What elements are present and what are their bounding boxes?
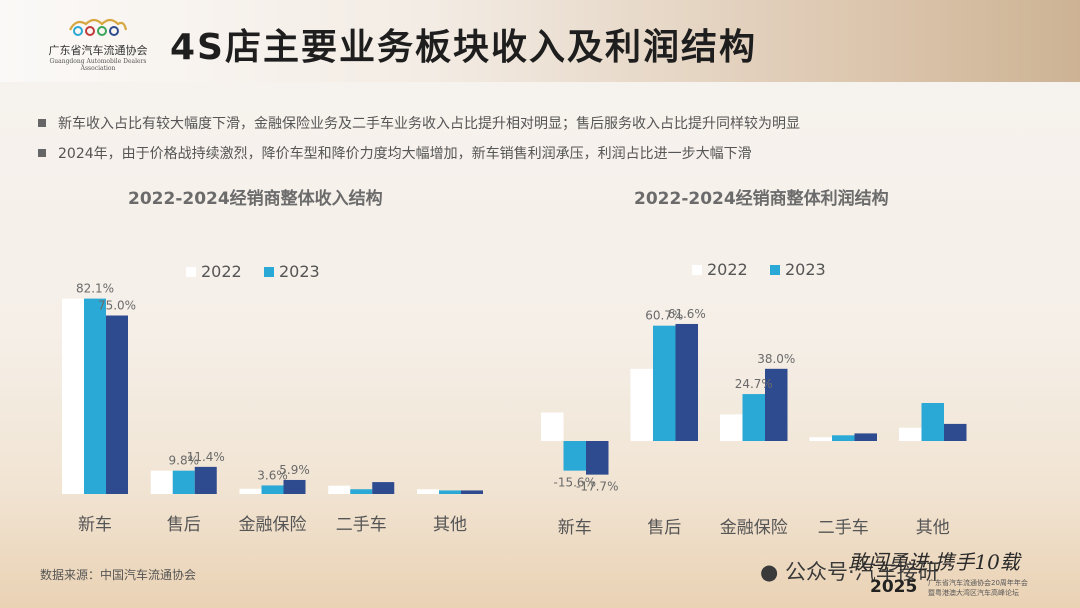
bar-2022-1 — [630, 368, 653, 441]
data-label: 3.6% — [257, 468, 288, 482]
bar-2022-4 — [417, 489, 439, 494]
data-label: 60.7% — [645, 309, 683, 323]
bullet-list: 新车收入占比有较大幅度下滑，金融保险业务及二手车业务收入占比提升相对明显；售后服… — [38, 108, 800, 168]
event-line-1: 广东省汽车流通协会20周年年会 — [928, 579, 1028, 587]
bar-2024-4 — [461, 490, 483, 494]
profit-chart-title: 2022-2024经销商整体利润结构 — [634, 189, 889, 209]
bar-2024-1 — [675, 323, 698, 441]
event-year: 2025 — [870, 577, 918, 597]
data-label: 38.0% — [757, 352, 795, 366]
data-label: 61.6% — [668, 307, 706, 321]
profit-chart: 新车 售后 金融保险 二手车 其他 -15.6%-17.7% 60.7%61.6% 24.7%… — [541, 260, 967, 538]
category-label: 售后 — [647, 518, 681, 538]
bar-2024-0 — [586, 441, 609, 475]
category-label: 二手车 — [336, 515, 387, 535]
bar-2022-3 — [809, 437, 832, 441]
category-label: 其他 — [433, 515, 467, 535]
wechat-icon: ● — [760, 560, 779, 584]
data-label: 5.9% — [279, 463, 310, 477]
bullet-text: 2024年，由于价格战持续激烈，降价车型和降价力度均大幅增加，新车销售利润承压，… — [58, 146, 752, 162]
bar-2023-0 — [84, 298, 106, 494]
revenue-chart-title: 2022-2024经销商整体收入结构 — [128, 189, 383, 209]
legend-label: 2023 — [785, 260, 826, 279]
legend-swatch — [264, 267, 274, 277]
legend-swatch — [692, 265, 702, 275]
logo-emblem-icon — [69, 18, 128, 36]
logo-chinese-name: 广东省汽车流通协会 — [48, 44, 148, 57]
bar-2023-3 — [350, 489, 373, 494]
bullet-text: 新车收入占比有较大幅度下滑，金融保险业务及二手车业务收入占比提升相对明显；售后服… — [58, 116, 800, 132]
category-label: 二手车 — [818, 518, 869, 538]
data-label: -17.7% — [576, 480, 618, 494]
bar-2024-2 — [765, 368, 788, 441]
category-label: 金融保险 — [720, 518, 788, 538]
data-source: 数据来源：中国汽车流通协会 — [40, 568, 197, 582]
page-title: 4S店主要业务板块收入及利润结构 — [170, 27, 757, 68]
bullet-item: 新车收入占比有较大幅度下滑，金融保险业务及二手车业务收入占比提升相对明显；售后服… — [38, 108, 800, 138]
wechat-name: 公众号·汽车接研 — [785, 560, 939, 584]
legend-swatch — [186, 267, 196, 277]
bar-2023-1 — [653, 325, 676, 441]
bar-2023-2 — [261, 485, 284, 494]
bar-2023-1 — [172, 470, 195, 494]
category-label: 金融保险 — [239, 515, 307, 535]
bar-2023-3 — [832, 435, 855, 441]
category-label: 售后 — [167, 515, 201, 535]
bar-2022-3 — [328, 485, 351, 494]
data-label: 82.1% — [76, 282, 114, 296]
data-label: 75.0% — [98, 299, 136, 313]
bar-2024-0 — [106, 315, 128, 494]
bar-2022-2 — [720, 414, 743, 441]
bar-2023-4 — [439, 490, 461, 494]
bar-2023-0 — [563, 441, 586, 471]
bullet-square-icon — [38, 119, 46, 127]
wechat-account: ● 公众号·汽车接研 — [760, 556, 939, 586]
bar-2022-2 — [239, 488, 262, 494]
bullet-square-icon — [38, 149, 46, 157]
bar-2023-2 — [742, 394, 765, 441]
bar-2024-4 — [944, 423, 967, 441]
data-label: 9.8% — [169, 454, 200, 468]
data-label: 11.4% — [187, 450, 225, 464]
bar-2022-0 — [541, 412, 564, 441]
bar-2023-4 — [921, 403, 944, 441]
category-label: 新车 — [78, 515, 112, 535]
bar-2022-0 — [62, 298, 84, 494]
data-label: -15.6% — [554, 476, 596, 490]
category-label: 其他 — [916, 518, 950, 538]
event-line-2: 暨粤港澳大湾区汽车高峰论坛 — [928, 589, 1019, 597]
legend-label: 2023 — [279, 262, 320, 281]
bullet-item: 2024年，由于价格战持续激烈，降价车型和降价力度均大幅增加，新车销售利润承压，… — [38, 138, 800, 168]
bar-2024-2 — [283, 479, 306, 494]
footer-brand: ● 公众号·汽车接研 敢闯勇进·携手10载 2025 广东省汽车流通协会20周年… — [760, 540, 1060, 608]
legend-swatch — [770, 265, 780, 275]
header-bar: 广东省汽车流通协会 Guangdong Automobile Dealers A… — [0, 0, 1080, 82]
category-label: 新车 — [558, 518, 592, 538]
logo-english-name: Guangdong Automobile Dealers Association — [49, 58, 147, 72]
revenue-chart: 新车 售后 金融保险 二手车 其他 82.1% 75.0% 9.8%11.4% 3.6%5.9%… — [62, 262, 483, 535]
event-slogan: 敢闯勇进·携手10载 — [848, 550, 1020, 574]
legend-label: 2022 — [201, 262, 242, 281]
legend-label: 2022 — [707, 260, 748, 279]
bar-2022-1 — [150, 470, 173, 494]
bar-2024-1 — [194, 466, 217, 494]
association-logo: 广东省汽车流通协会 Guangdong Automobile Dealers A… — [34, 14, 162, 72]
bar-2024-3 — [372, 482, 395, 494]
data-label: 24.7% — [735, 377, 773, 391]
bar-2024-3 — [854, 433, 877, 441]
bar-2022-4 — [899, 427, 922, 441]
